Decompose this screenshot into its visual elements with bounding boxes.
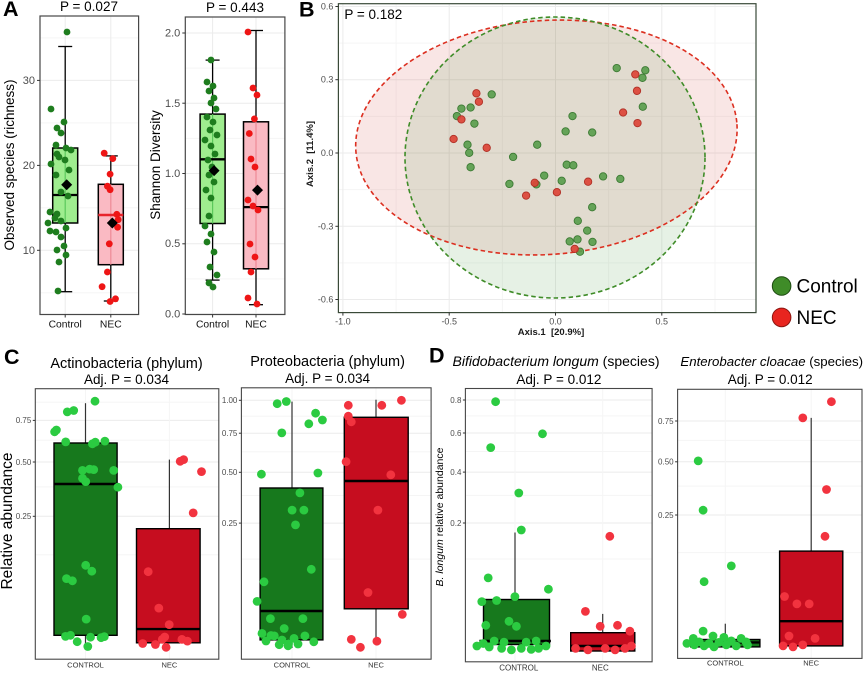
svg-text:0.6: 0.6 bbox=[321, 2, 334, 12]
svg-text:0.50: 0.50 bbox=[222, 468, 238, 477]
svg-text:0.6: 0.6 bbox=[450, 429, 462, 438]
svg-text:10: 10 bbox=[23, 245, 35, 257]
svg-text:Proteobacteria (phylum): Proteobacteria (phylum) bbox=[250, 354, 405, 370]
svg-text:0.2: 0.2 bbox=[450, 519, 462, 528]
svg-text:P = 0.027: P = 0.027 bbox=[60, 0, 118, 14]
svg-text:0.0: 0.0 bbox=[321, 148, 334, 158]
svg-text:NEC: NEC bbox=[100, 319, 122, 330]
svg-text:0.0: 0.0 bbox=[549, 317, 562, 327]
svg-text:CONTROL: CONTROL bbox=[499, 664, 539, 672]
svg-text:0.5: 0.5 bbox=[165, 238, 180, 250]
svg-text:2.0: 2.0 bbox=[165, 28, 180, 40]
svg-text:30: 30 bbox=[23, 75, 35, 87]
svg-text:B. longum relative abundance: B. longum relative abundance bbox=[434, 447, 446, 586]
svg-text:0.50: 0.50 bbox=[16, 458, 32, 467]
svg-text:0.75: 0.75 bbox=[222, 429, 238, 438]
svg-text:P = 0.182: P = 0.182 bbox=[344, 7, 402, 22]
svg-text:Shannon Diversity: Shannon Diversity bbox=[148, 110, 163, 220]
svg-text:Relative abundance: Relative abundance bbox=[0, 452, 16, 589]
svg-text:Control: Control bbox=[797, 277, 858, 298]
svg-text:D: D bbox=[429, 344, 445, 368]
svg-text:Adj. P = 0.012: Adj. P = 0.012 bbox=[516, 372, 601, 387]
svg-text:20: 20 bbox=[23, 160, 35, 172]
svg-text:1.00: 1.00 bbox=[222, 396, 238, 405]
svg-text:CONTROL: CONTROL bbox=[67, 661, 104, 670]
svg-text:-1.0: -1.0 bbox=[335, 317, 351, 327]
svg-text:CONTROL: CONTROL bbox=[707, 658, 744, 667]
svg-text:0.8: 0.8 bbox=[450, 396, 462, 405]
svg-text:Control: Control bbox=[196, 319, 229, 330]
svg-text:0.75: 0.75 bbox=[658, 417, 674, 426]
svg-text:NEC: NEC bbox=[803, 658, 819, 667]
svg-text:CONTROL: CONTROL bbox=[274, 661, 311, 670]
svg-text:0.4: 0.4 bbox=[450, 468, 462, 477]
svg-text:Adj. P = 0.034: Adj. P = 0.034 bbox=[84, 372, 169, 387]
svg-text:NEC: NEC bbox=[161, 661, 177, 670]
svg-text:Enterobacter cloacae (species): Enterobacter cloacae (species) bbox=[680, 354, 863, 369]
svg-text:Observed species (richness): Observed species (richness) bbox=[2, 79, 17, 250]
svg-text:A: A bbox=[3, 0, 19, 21]
svg-text:0.25: 0.25 bbox=[222, 519, 238, 528]
svg-text:0.3: 0.3 bbox=[321, 75, 334, 85]
svg-text:-0.6: -0.6 bbox=[318, 295, 334, 305]
svg-text:-0.3: -0.3 bbox=[318, 221, 334, 231]
svg-text:0.0: 0.0 bbox=[165, 309, 180, 321]
svg-text:1.5: 1.5 bbox=[165, 98, 180, 110]
svg-text:0.25: 0.25 bbox=[658, 511, 674, 520]
svg-text:-0.5: -0.5 bbox=[441, 317, 457, 327]
svg-text:P = 0.443: P = 0.443 bbox=[206, 0, 264, 15]
svg-text:Axis.1 [20.9%]: Axis.1 [20.9%] bbox=[518, 327, 585, 338]
svg-text:Adj. P = 0.034: Adj. P = 0.034 bbox=[285, 371, 370, 386]
svg-text:Axis.2 [11.4%]: Axis.2 [11.4%] bbox=[305, 121, 316, 187]
svg-text:Adj. P = 0.012: Adj. P = 0.012 bbox=[728, 372, 813, 387]
svg-text:Actinobacteria (phylum): Actinobacteria (phylum) bbox=[50, 356, 202, 372]
svg-text:0.50: 0.50 bbox=[658, 458, 674, 467]
svg-text:Control: Control bbox=[49, 319, 82, 330]
svg-text:NEC: NEC bbox=[245, 319, 267, 330]
svg-text:NEC: NEC bbox=[368, 661, 384, 670]
svg-text:C: C bbox=[4, 345, 20, 369]
svg-text:0.5: 0.5 bbox=[656, 317, 669, 327]
svg-text:1.0: 1.0 bbox=[165, 168, 180, 180]
svg-text:NEC: NEC bbox=[592, 664, 609, 672]
svg-text:0.25: 0.25 bbox=[16, 512, 32, 521]
svg-text:B: B bbox=[299, 0, 315, 22]
svg-text:0.75: 0.75 bbox=[16, 416, 32, 425]
svg-text:Bifidobacterium longum (specie: Bifidobacterium longum (species) bbox=[453, 353, 660, 369]
svg-text:NEC: NEC bbox=[797, 308, 837, 329]
